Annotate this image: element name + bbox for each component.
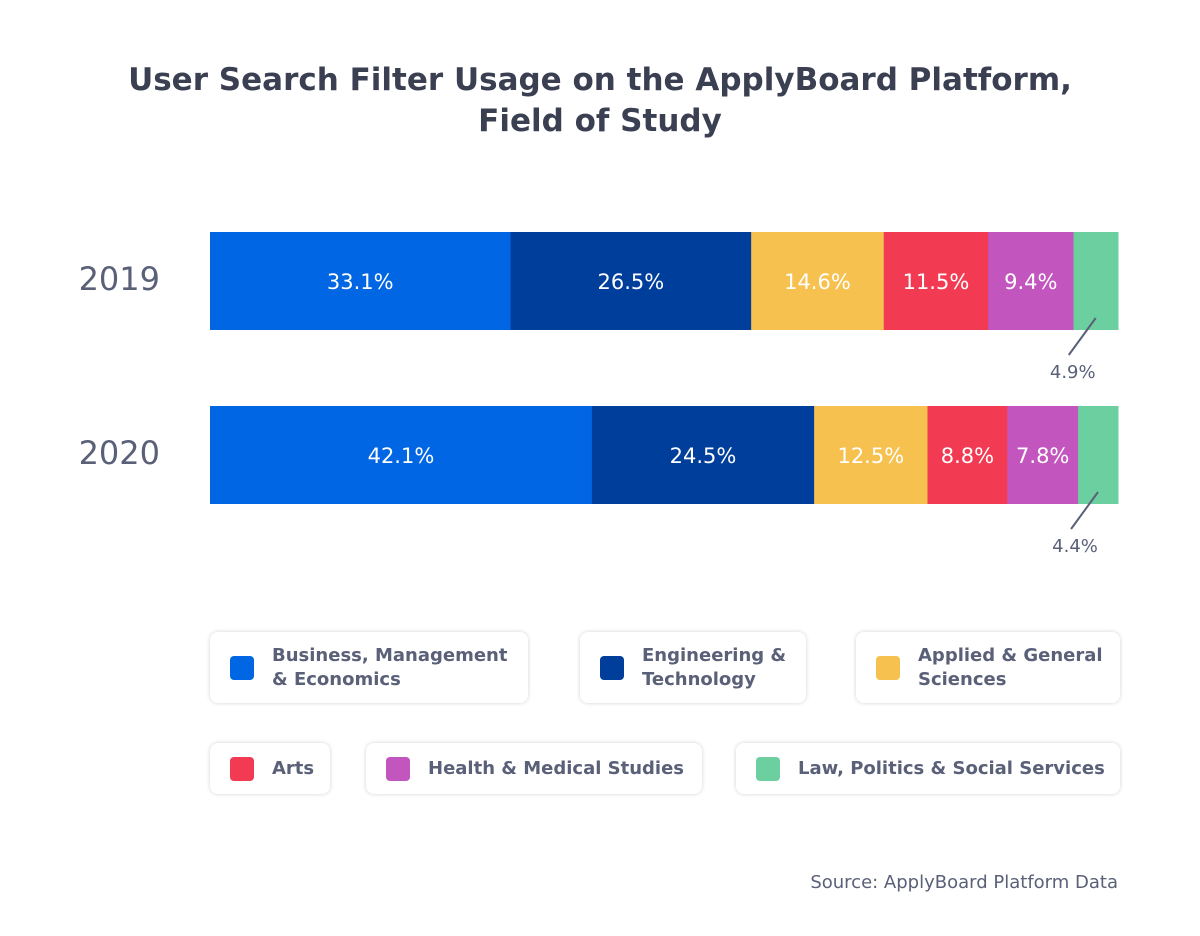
legend-label-line2: Sciences	[918, 668, 1007, 690]
bar-segment-2019-6	[1073, 232, 1119, 330]
legend-label-line1: Health & Medical Studies	[428, 757, 685, 779]
legend-item: Health & Medical Studies	[366, 743, 702, 794]
chart-title-line2: Field of Study	[478, 103, 722, 139]
legend-label-line2: Technology	[642, 668, 756, 690]
legend-label: Health & Medical Studies	[428, 757, 684, 781]
legend-label-line1: Engineering &	[642, 644, 787, 666]
legend-label-line1: Applied & General	[918, 644, 1103, 666]
bar-segment-2020-4	[927, 406, 1008, 504]
data-label-2019-3: 14.6%	[784, 270, 851, 294]
stacked-bar-plot: 33.1% 26.5% 14.6% 11.5% 9.4% 4.9% 42.1% 24.5% 12…	[210, 232, 1119, 557]
category-label-2020: 2020	[78, 434, 160, 472]
data-label-2020-1: 42.1%	[368, 444, 435, 468]
data-label-2019-5: 9.4%	[1004, 270, 1057, 294]
legend-swatch	[230, 756, 254, 781]
legend-swatch	[756, 756, 780, 781]
bar-segment-2019-4	[883, 232, 989, 330]
legend-label: Arts	[272, 757, 314, 781]
data-label-2020-5: 7.8%	[1016, 444, 1069, 468]
legend-item: Business, Management & Economics	[210, 632, 528, 703]
bar-segment-2019-5	[988, 232, 1075, 330]
legend-label-line2: & Economics	[272, 668, 401, 690]
legend-label: Engineering & Technology	[642, 644, 786, 692]
legend-label: Applied & General Sciences	[918, 644, 1103, 692]
data-label-2019-1: 33.1%	[327, 270, 394, 294]
bar-segment-2019-3	[751, 232, 885, 330]
bar-segment-2020-3	[814, 406, 929, 504]
legend-swatch	[876, 655, 900, 680]
source-note: Source: ApplyBoard Platform Data	[810, 872, 1118, 893]
legend-label-line1: Law, Politics & Social Services	[798, 757, 1105, 779]
legend-swatch	[600, 655, 624, 680]
legend-swatch	[230, 655, 254, 680]
bar-segment-2020-1	[210, 406, 593, 504]
bar-segment-2019-2	[510, 232, 752, 330]
bar-segment-2019-1	[210, 232, 512, 330]
legend-item: Applied & General Sciences	[856, 632, 1120, 703]
data-label-2019-2: 26.5%	[597, 270, 664, 294]
data-label-2020-4: 8.8%	[941, 444, 994, 468]
bar-segment-2020-2	[591, 406, 815, 504]
data-label-2020-2: 24.5%	[670, 444, 737, 468]
legend-item: Engineering & Technology	[580, 632, 806, 703]
callout-line-2020	[1070, 491, 1099, 530]
category-label-2019: 2019	[78, 260, 160, 298]
callout-line-2019	[1067, 317, 1097, 356]
legend-label-line1: Business, Management	[272, 644, 508, 666]
data-label-2020-6: 4.4%	[1052, 536, 1098, 557]
legend-label-line1: Arts	[272, 757, 315, 779]
data-label-2020-3: 12.5%	[837, 444, 904, 468]
legend-item: Law, Politics & Social Services	[736, 743, 1120, 794]
bar-segment-2020-5	[1007, 406, 1079, 504]
legend-label: Law, Politics & Social Services	[798, 757, 1105, 781]
legend-item: Arts	[210, 743, 330, 794]
legend-label: Business, Management & Economics	[272, 644, 507, 692]
chart-title: User Search Filter Usage on the ApplyBoa…	[128, 62, 1072, 98]
bar-segment-2020-6	[1078, 406, 1119, 504]
data-label-2019-4: 11.5%	[903, 270, 970, 294]
data-label-2019-6: 4.9%	[1050, 362, 1096, 383]
legend-swatch	[386, 756, 410, 781]
